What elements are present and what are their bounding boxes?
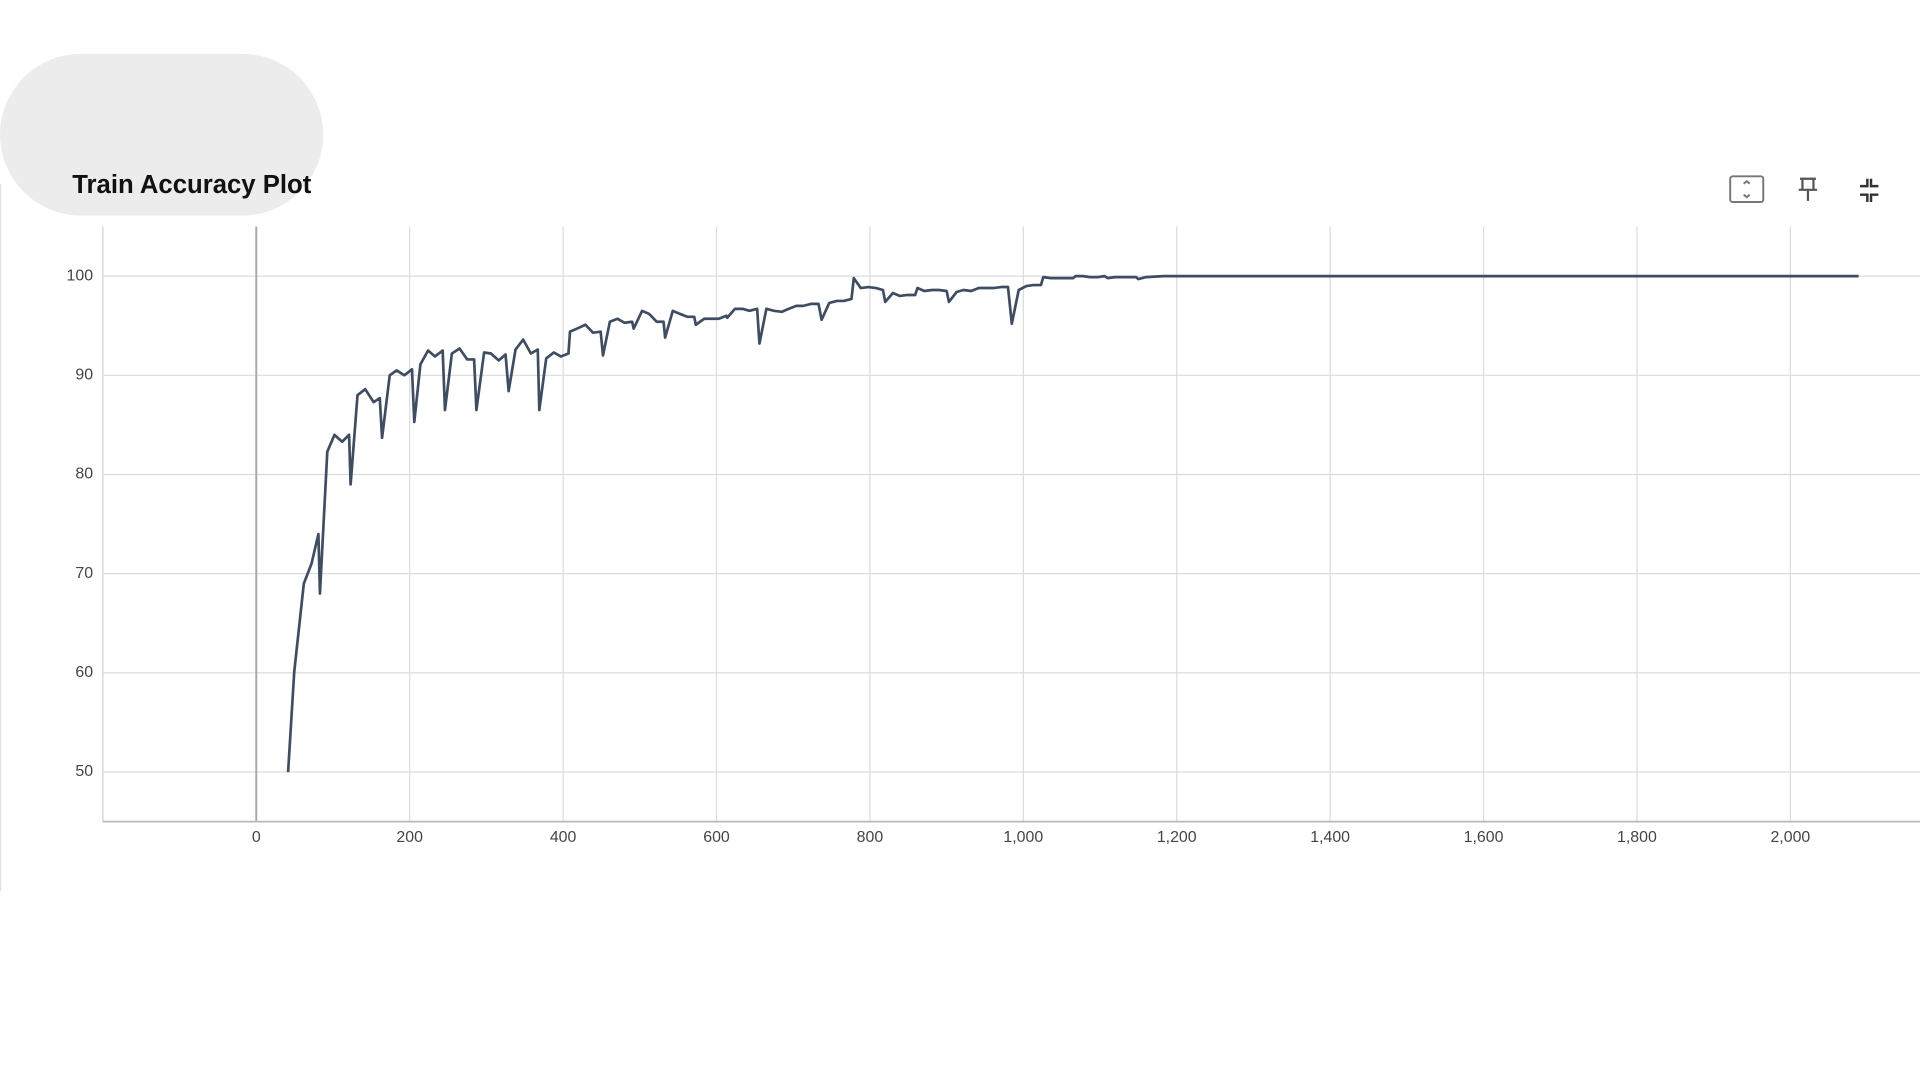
x-tick-label: 1,800 (1617, 829, 1657, 846)
x-tick-label: 1,200 (1157, 829, 1197, 846)
x-tick-label: 1,600 (1464, 829, 1504, 846)
y-tick-label: 90 (75, 367, 93, 384)
chart-title: Train Accuracy Plot (72, 171, 311, 199)
header-pill (0, 53, 324, 216)
x-tick-label: 600 (703, 829, 730, 846)
data-line (286, 274, 1859, 773)
x-tick-label: 400 (550, 829, 577, 846)
x-tick-label: 1,000 (1003, 829, 1043, 846)
pin-button[interactable] (1798, 177, 1818, 201)
y-tick-label: 50 (75, 763, 93, 780)
y-tick-label: 100 (67, 267, 94, 284)
x-tick-label: 2,000 (1770, 829, 1810, 846)
y-tick-label: 70 (75, 565, 93, 582)
grid: 50 60 70 80 90 100 0 200 400 600 800 1,000 1,200 1,40… (67, 226, 1920, 846)
x-tick-label: 800 (857, 829, 884, 846)
collapse-button[interactable] (1860, 178, 1879, 203)
y-tick-label: 60 (75, 664, 93, 681)
x-tick-label: 200 (396, 829, 423, 846)
x-tick-label: 1,400 (1310, 829, 1350, 846)
fit-domain-button[interactable] (1729, 175, 1765, 204)
y-tick-label: 80 (75, 466, 93, 483)
plot-area (286, 274, 1859, 773)
x-tick-label: 0 (252, 829, 261, 846)
